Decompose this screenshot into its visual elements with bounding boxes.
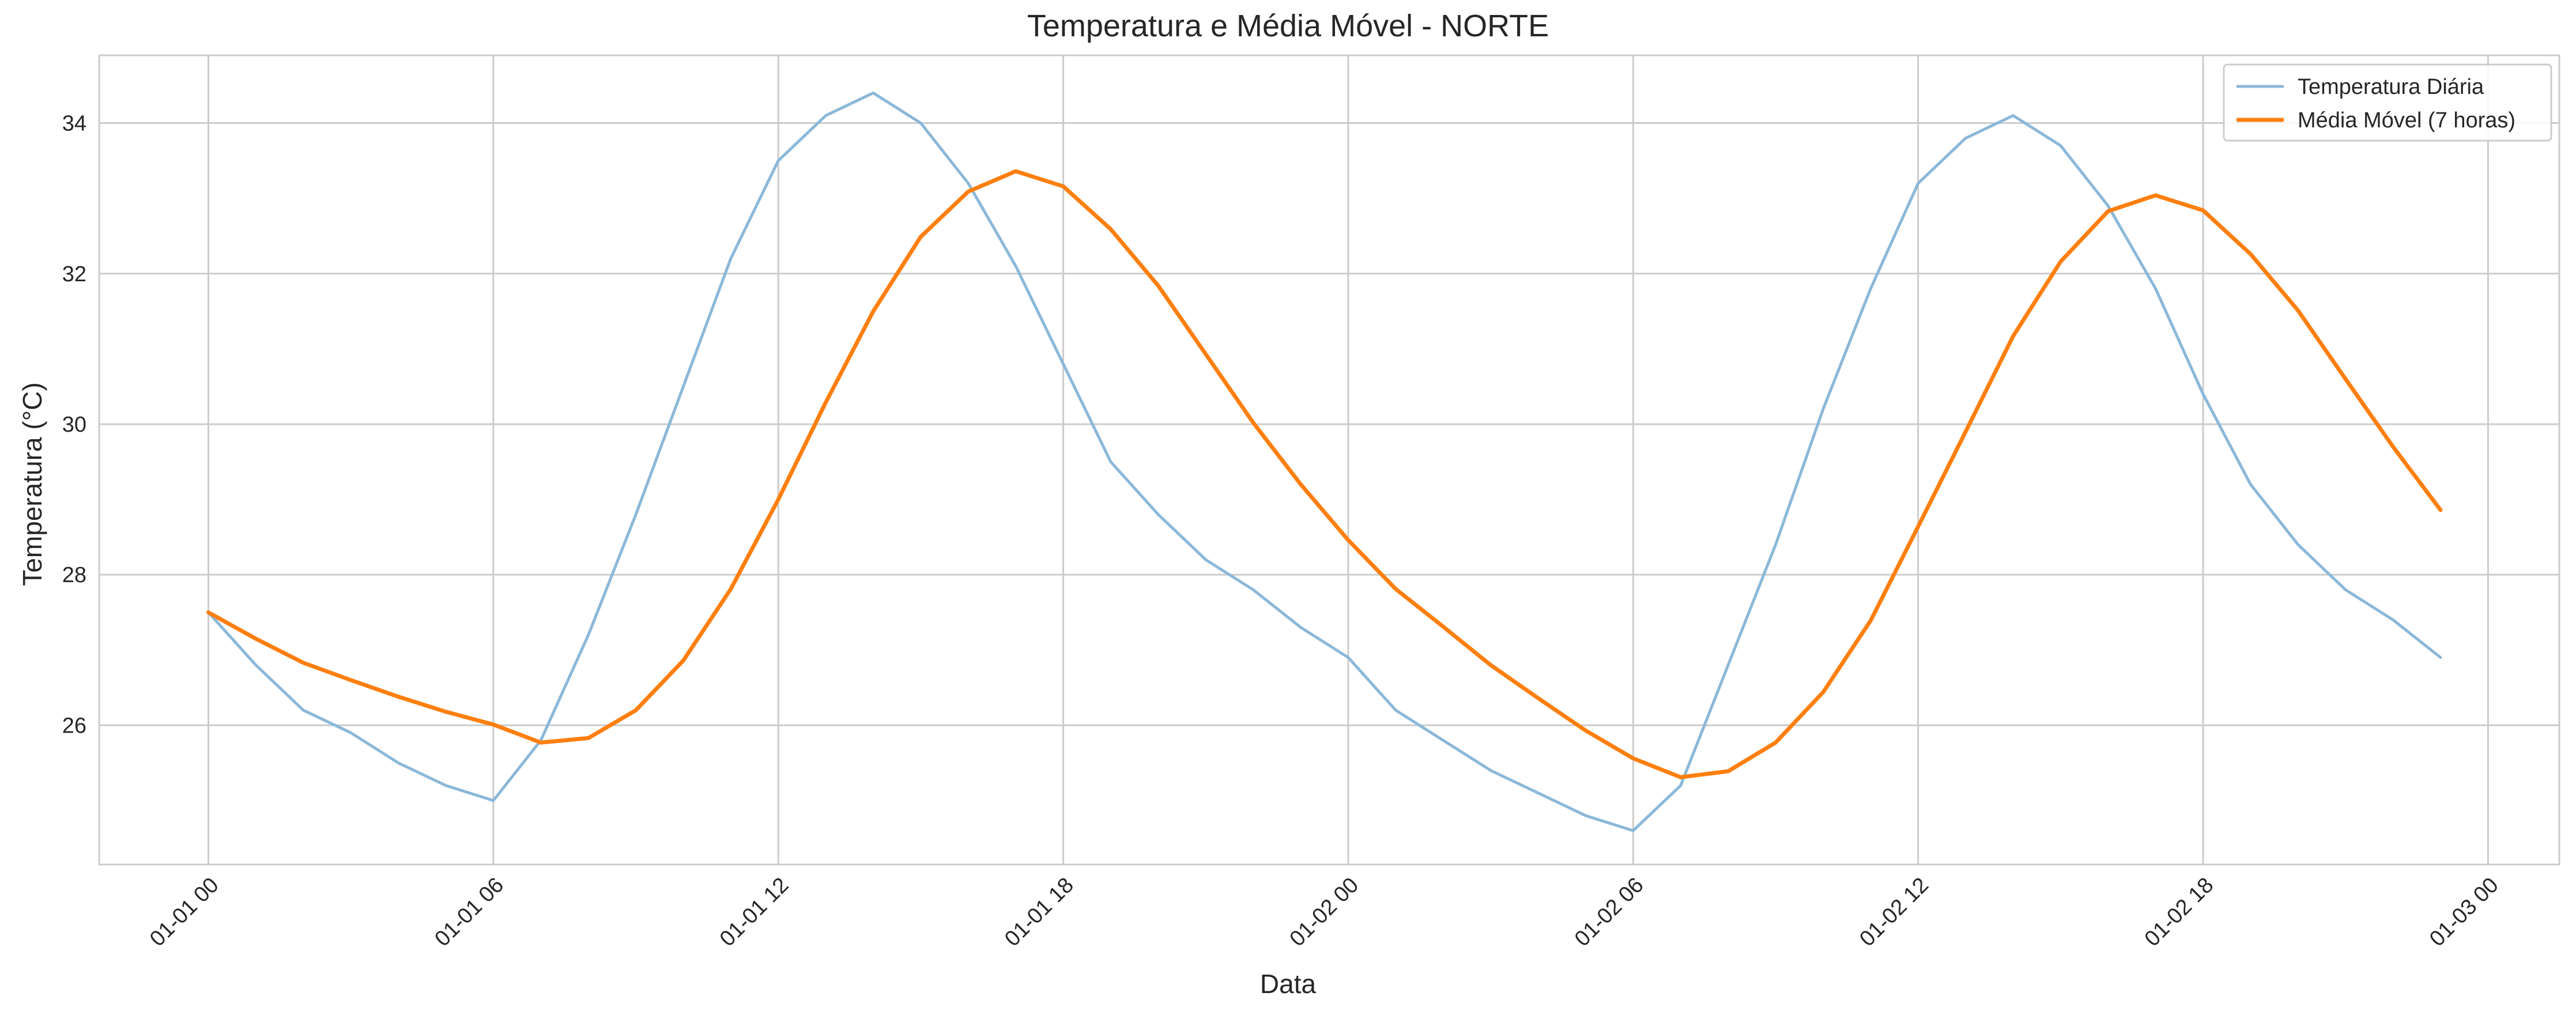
x-tick-label: 01-01 06 [430,873,508,952]
legend-box [2223,63,2552,142]
series-line-0 [207,91,2442,832]
series-0 [207,91,2442,832]
y-axis-label: Temperatura (°C) [17,382,47,586]
y-tick-label: 30 [62,413,86,437]
x-tick-label: 01-01 18 [1000,873,1078,952]
series-1 [206,169,2443,779]
x-tick-label: 01-01 12 [715,873,794,952]
x-axis-label: Data [1259,969,1317,999]
series-layer [206,91,2443,832]
grid-layer [99,55,2559,865]
x-tick-label: 01-02 00 [1285,873,1364,952]
y-tick-label: 34 [62,112,86,136]
series-line-1 [206,169,2443,779]
plot-frame [98,54,2560,866]
y-tick-labels: 26 28 30 32 34 [62,112,86,738]
x-tick-label: 01-02 18 [2140,873,2219,952]
y-tick-label: 28 [62,563,86,587]
x-tick-label: 01-01 00 [145,873,224,952]
x-tick-labels: 01-01 00 01-01 06 01-01 12 01-01 18 01-02 00… [145,873,2503,952]
y-tick-label: 26 [62,714,86,738]
x-tick-label: 01-02 06 [1570,873,1649,952]
x-tick-label: 01-02 12 [1855,873,1933,952]
x-tick-label: 01-03 00 [2425,873,2503,952]
y-tick-label: 32 [62,262,86,286]
chart-title: Temperatura e Média Móvel - NORTE [1027,9,1549,43]
legend-label-media-movel: Média Móvel (7 horas) [2298,108,2515,133]
legend: Temperatura Diária Média Móvel (7 horas) [2223,63,2552,142]
legend-label-temperatura-diaria: Temperatura Diária [2298,75,2484,99]
